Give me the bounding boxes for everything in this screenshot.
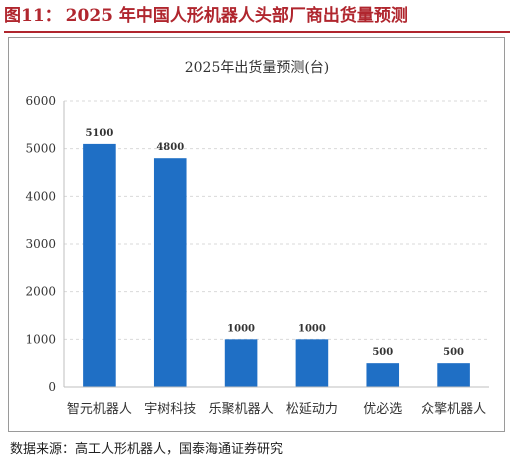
title-divider <box>4 31 510 33</box>
bar <box>153 158 187 387</box>
y-tick-label: 5000 <box>25 142 56 156</box>
bar <box>437 363 470 387</box>
data-label: 1000 <box>298 323 326 334</box>
y-tick-label: 0 <box>48 380 56 394</box>
data-labels: 5100 4800 1000 1000 500 500 <box>85 128 464 358</box>
x-tick-label: 众擎机器人 <box>421 402 486 417</box>
y-tick-label: 1000 <box>25 332 56 346</box>
bar <box>83 143 116 387</box>
data-label: 5100 <box>85 128 113 139</box>
data-label: 500 <box>372 347 393 358</box>
x-tick-label: 宇树科技 <box>144 402 196 417</box>
chart-frame: 2025年出货量预测(台) 0 1000 2000 3000 4000 5000 6000 … <box>8 37 505 432</box>
figure-label: 图11： <box>4 6 62 26</box>
figure-title-text: 2025 年中国人形机器人头部厂商出货量预测 <box>65 6 408 26</box>
bar <box>366 363 400 387</box>
bars <box>83 143 470 387</box>
figure-title: 图11： 2025 年中国人形机器人头部厂商出货量预测 <box>4 2 510 30</box>
y-tick-label: 2000 <box>25 285 56 299</box>
x-tick-label: 优必选 <box>363 402 402 417</box>
y-tick-label: 3000 <box>25 237 56 251</box>
y-axis: 0 1000 2000 3000 4000 5000 6000 <box>25 94 65 394</box>
x-tick-label: 松延动力 <box>286 402 338 417</box>
x-tick-label: 智元机器人 <box>67 402 132 417</box>
gridlines <box>64 100 489 340</box>
data-label: 500 <box>443 347 464 358</box>
data-label: 4800 <box>156 142 184 153</box>
source-note: 数据来源：高工人形机器人，国泰海通证券研究 <box>10 442 284 457</box>
x-tick-label: 乐聚机器人 <box>209 402 274 417</box>
bar <box>295 339 329 387</box>
y-tick-label: 4000 <box>25 189 56 203</box>
bar-chart: 2025年出货量预测(台) 0100020003000400050006000 … <box>25 59 489 417</box>
data-label: 1000 <box>227 323 255 334</box>
chart-title: 2025年出货量预测(台) <box>185 59 330 76</box>
bar <box>224 339 258 387</box>
x-axis: 智元机器人 宇树科技 乐聚机器人 松延动力 优必选 众擎机器人 <box>64 386 489 417</box>
y-tick-label: 6000 <box>25 94 56 108</box>
